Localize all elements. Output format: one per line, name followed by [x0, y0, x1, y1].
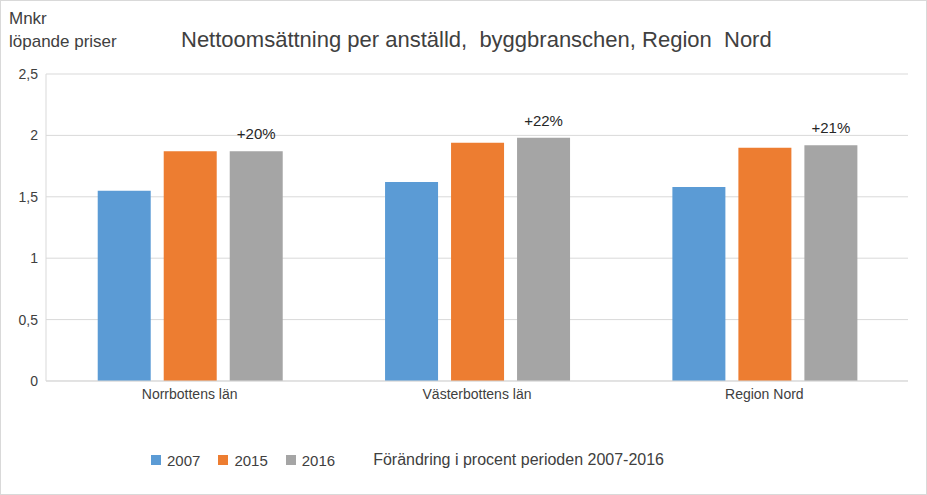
svg-text:+21%: +21% [811, 119, 850, 136]
html-text:löpande priser: löpande priser [9, 32, 117, 51]
svg-text:2: 2 [30, 127, 38, 143]
svg-text:Region Nord: Region Nord [725, 386, 804, 402]
html-text:Nettoomsättning per anställd,: Nettoomsättning per anställd, byggbransc… [181, 27, 772, 52]
svg-text:1: 1 [30, 250, 38, 266]
html-text:2016: 2016 [301, 451, 336, 469]
svg-text:+20%: +20% [237, 125, 276, 142]
html-text:2015: 2015 [234, 451, 268, 469]
svg-text:+22%: +22% [524, 112, 563, 129]
html-text:Förändring i procent perioden: Förändring i procent perioden 2007-2016 [373, 451, 664, 468]
svg-text:0: 0 [30, 373, 38, 389]
svg-text:0,5: 0,5 [19, 312, 39, 328]
svg-text:2,5: 2,5 [19, 66, 39, 82]
html-text:2007: 2007 [167, 451, 201, 469]
svg-text:Norrbottens län: Norrbottens län [142, 386, 238, 402]
html-text:Mnkr: Mnkr [9, 9, 47, 28]
svg-text:1,5: 1,5 [19, 189, 39, 205]
svg-text:Västerbottens län: Västerbottens län [423, 386, 532, 402]
